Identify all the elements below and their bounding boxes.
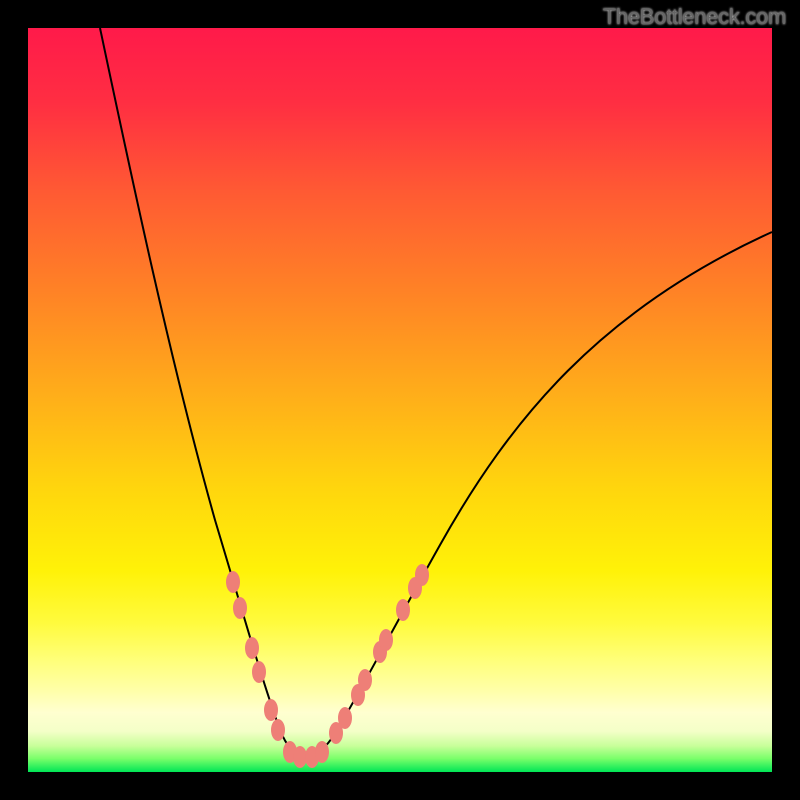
chart-svg xyxy=(0,0,800,800)
curve-marker xyxy=(233,597,247,619)
curve-marker xyxy=(245,637,259,659)
curve-marker xyxy=(264,699,278,721)
curve-marker xyxy=(415,564,429,586)
curve-marker xyxy=(226,571,240,593)
plot-background xyxy=(28,28,772,772)
curve-marker xyxy=(338,707,352,729)
curve-marker xyxy=(271,719,285,741)
curve-marker xyxy=(315,741,329,763)
chart-container: TheBottleneck.com xyxy=(0,0,800,800)
watermark-text: TheBottleneck.com xyxy=(603,4,786,30)
curve-marker xyxy=(379,629,393,651)
curve-marker xyxy=(293,746,307,768)
curve-marker xyxy=(396,599,410,621)
curve-marker xyxy=(252,661,266,683)
curve-marker xyxy=(358,669,372,691)
